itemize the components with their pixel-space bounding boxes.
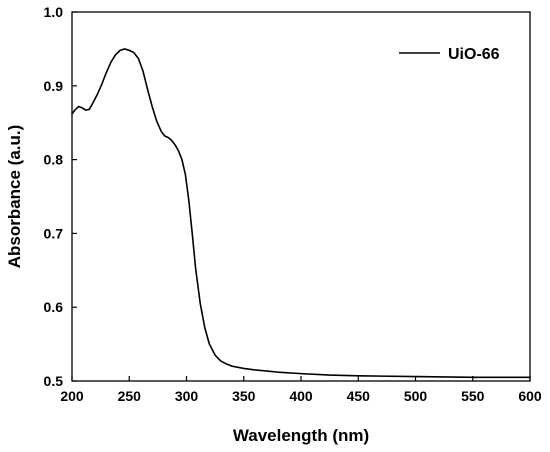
y-axis-ticks: 0.5 0.6 0.7 0.8 0.9 1.0 [44,4,77,389]
x-tick-label: 300 [175,388,199,404]
x-tick-label: 350 [232,388,256,404]
series-line-0 [71,48,531,379]
x-tick-label: 400 [289,388,313,404]
plot-border [71,11,531,382]
y-tick-label: 0.9 [44,78,64,94]
x-tick-label: 450 [347,388,371,404]
legend-label: UiO-66 [448,46,500,63]
y-tick-label: 0.5 [44,373,64,389]
x-tick-label: 500 [404,388,428,404]
x-tick-label: 200 [60,388,84,404]
x-tick-label: 600 [518,388,542,404]
x-axis-ticks: 200 250 300 350 400 450 500 550 600 [60,376,542,404]
legend: UiO-66 [399,46,500,63]
x-tick-label: 550 [461,388,485,404]
plot-frame [71,11,531,382]
y-tick-label: 0.6 [44,299,64,315]
y-tick-label: 0.8 [44,152,64,168]
y-tick-label: 0.7 [44,225,64,241]
x-axis-title: Wavelength (nm) [233,426,369,445]
y-axis-title: Absorbance (a.u.) [5,125,24,269]
y-tick-label: 1.0 [44,4,64,20]
x-tick-label: 250 [118,388,142,404]
series-layer [71,48,531,379]
